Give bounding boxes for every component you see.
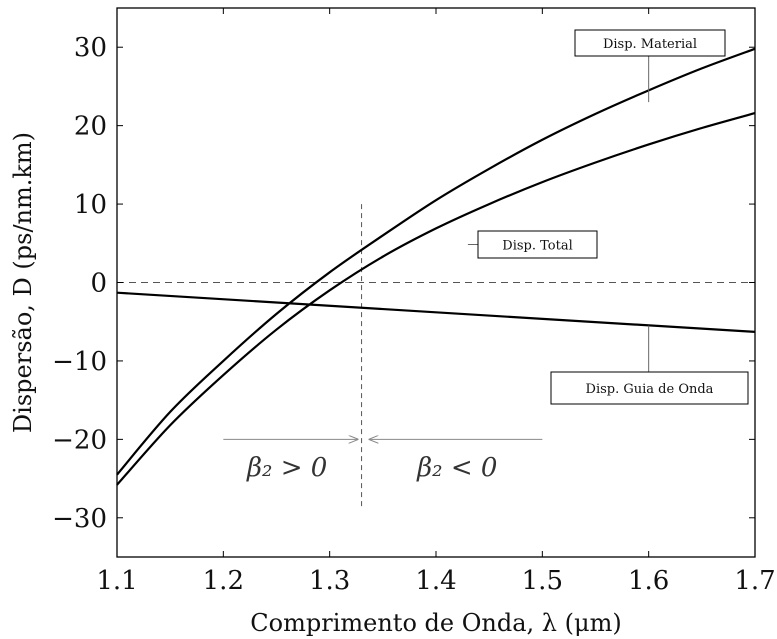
y-axis-label: Dispersão, D (ps/nm.km) <box>9 132 37 433</box>
annotation-waveguide-box <box>550 371 749 405</box>
series-material <box>116 47 756 476</box>
y-tick-label: 0 <box>90 269 107 299</box>
series-waveguide <box>116 291 756 334</box>
y-tick-label: −10 <box>52 347 107 377</box>
x-tick-label: 1.3 <box>309 566 350 596</box>
beta-positive-label: β₂ > 0 <box>246 453 327 483</box>
annotation-material-box <box>574 29 726 57</box>
series-total <box>116 112 756 486</box>
beta-negative-label: β₂ < 0 <box>416 453 497 483</box>
x-tick-label: 1.4 <box>415 566 456 596</box>
x-tick-label: 1.5 <box>522 566 563 596</box>
x-tick-label: 1.2 <box>203 566 244 596</box>
plot-area: Disp. Material Disp. Total Disp. Guia de O… <box>116 7 756 558</box>
y-tick-label: −20 <box>52 425 107 455</box>
annotation-total-label: Disp. Total <box>502 239 572 254</box>
labels: Comprimento de Onda, λ (μm) Dispersão, D… <box>9 132 622 637</box>
x-tick-label: 1.1 <box>96 566 137 596</box>
y-tick-label: 30 <box>74 33 107 63</box>
annotation-waveguide-label: Disp. Guia de Onda <box>586 382 714 397</box>
x-tick-label: 1.6 <box>628 566 669 596</box>
y-tick-label: −30 <box>52 504 107 534</box>
x-axis-label: Comprimento de Onda, λ (μm) <box>250 609 621 637</box>
annotation-total-box <box>477 230 598 259</box>
ticks: 1.1 1.2 1.3 1.4 1.5 1.6 1.7 −30 −20 −10 0 10 20 30 <box>52 8 776 596</box>
y-tick-label: 10 <box>74 190 107 220</box>
annotation-material-label: Disp. Material <box>603 37 697 52</box>
y-tick-label: 20 <box>74 112 107 142</box>
x-tick-label: 1.7 <box>734 566 775 596</box>
